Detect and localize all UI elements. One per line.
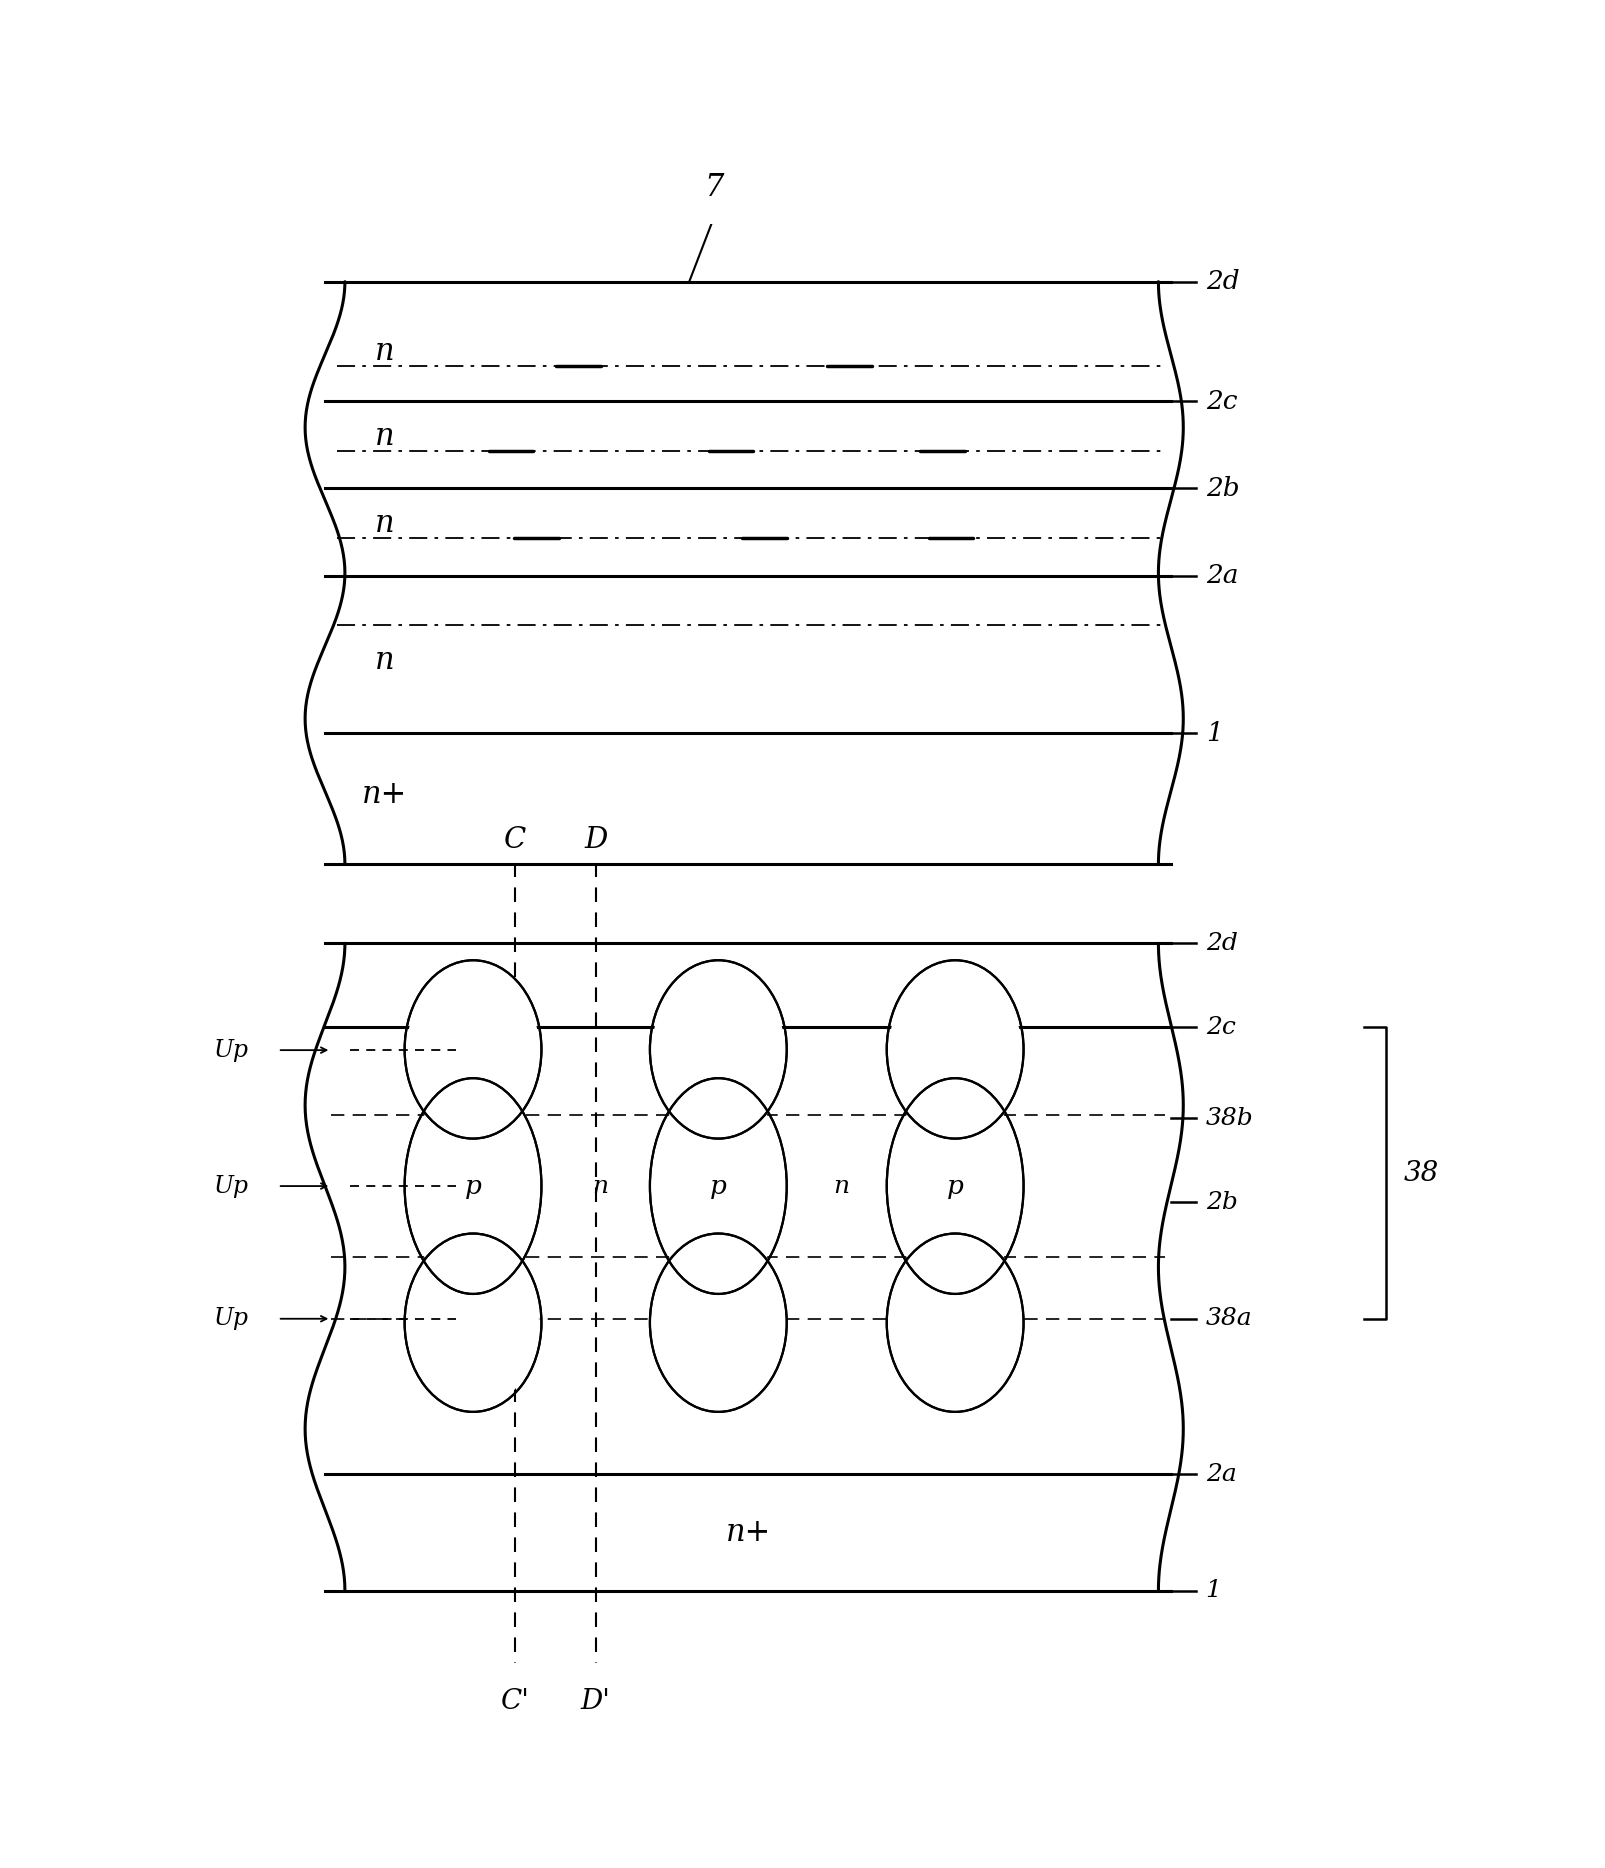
Text: 2b: 2b (1205, 476, 1239, 501)
Text: p: p (947, 1173, 963, 1199)
Text: n: n (592, 1175, 608, 1197)
Ellipse shape (408, 1237, 539, 1408)
Text: 38: 38 (1403, 1160, 1438, 1186)
Ellipse shape (889, 1082, 1021, 1291)
Text: Up: Up (213, 1308, 249, 1330)
Text: 7: 7 (705, 172, 724, 202)
Text: Up: Up (213, 1039, 249, 1061)
Text: D: D (584, 826, 607, 854)
Text: 38a: 38a (1205, 1308, 1252, 1330)
Text: 1: 1 (1205, 721, 1223, 745)
Ellipse shape (889, 964, 1021, 1136)
Text: 2a: 2a (1205, 564, 1237, 588)
Text: C: C (504, 826, 526, 854)
Ellipse shape (408, 964, 539, 1136)
Text: 2d: 2d (1205, 932, 1237, 955)
Ellipse shape (652, 1082, 785, 1291)
Text: 1: 1 (1205, 1578, 1221, 1603)
Text: 38b: 38b (1205, 1106, 1254, 1130)
Ellipse shape (652, 1237, 785, 1408)
Ellipse shape (408, 1082, 539, 1291)
Text: D': D' (581, 1689, 610, 1715)
Text: n+: n+ (725, 1517, 770, 1549)
Text: 2a: 2a (1205, 1463, 1236, 1485)
Text: n: n (374, 508, 395, 540)
Text: n+: n+ (361, 779, 406, 811)
Text: n: n (374, 644, 395, 676)
Text: n: n (833, 1175, 849, 1197)
Ellipse shape (889, 1237, 1021, 1408)
Text: 2c: 2c (1205, 1016, 1236, 1039)
Text: Up: Up (213, 1175, 249, 1197)
Text: 2b: 2b (1205, 1190, 1237, 1214)
Text: n: n (374, 420, 395, 452)
Text: n: n (374, 336, 395, 368)
Text: 2c: 2c (1205, 389, 1237, 413)
Text: p: p (709, 1173, 727, 1199)
Text: 2d: 2d (1205, 269, 1239, 293)
Ellipse shape (652, 964, 785, 1136)
Text: C': C' (501, 1689, 530, 1715)
Text: p: p (464, 1173, 482, 1199)
